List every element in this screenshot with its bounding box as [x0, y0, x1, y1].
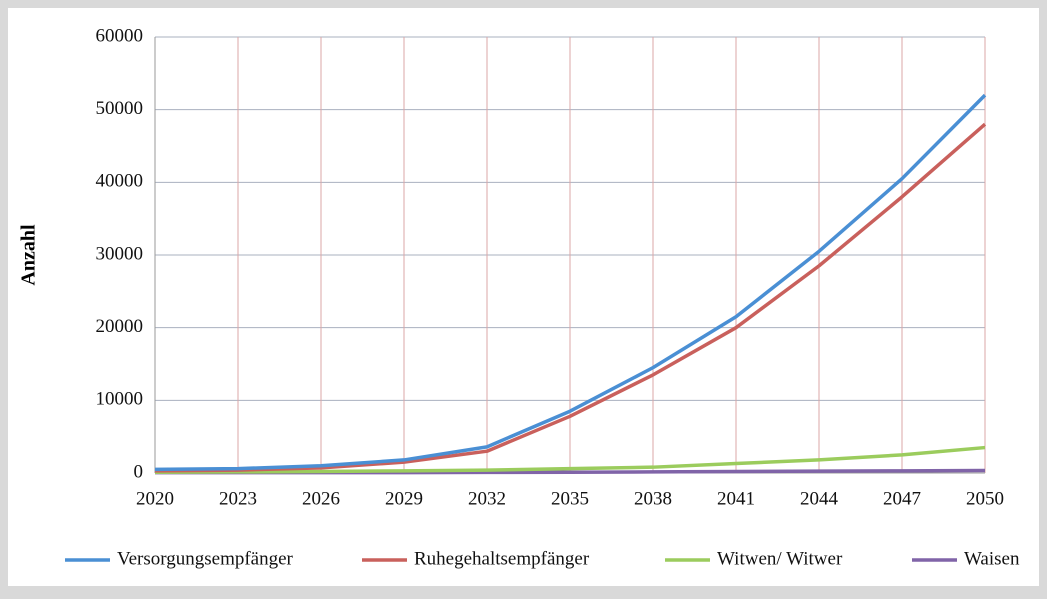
x-tick-label: 2035: [551, 488, 589, 509]
x-tick-label: 2026: [302, 488, 340, 509]
y-tick-label: 40000: [96, 171, 144, 192]
y-tick-label: 60000: [96, 25, 144, 46]
legend-label: Ruhegehaltsempfänger: [414, 548, 590, 569]
legend-label: Versorgungsempfänger: [117, 548, 294, 569]
series-line: [154, 122, 987, 473]
legend-label: Witwen/ Witwer: [717, 548, 843, 569]
x-tick-label: 2044: [800, 488, 839, 509]
y-tick-label: 30000: [96, 243, 144, 264]
y-tick-label: 0: [134, 461, 144, 482]
x-tick-label: 2020: [136, 488, 174, 509]
legend-label: Waisen: [964, 548, 1020, 569]
y-tick-label: 50000: [96, 98, 144, 119]
chart-panel: [8, 8, 1039, 586]
x-tick-label: 2029: [385, 488, 423, 509]
y-tick-label: 20000: [96, 316, 144, 337]
y-axis-label: Anzahl: [18, 224, 40, 286]
x-tick-label: 2050: [966, 488, 1004, 509]
x-tick-label: 2032: [468, 488, 506, 509]
series-line: [154, 445, 986, 475]
series-line: [154, 93, 987, 472]
y-tick-label: 10000: [96, 389, 144, 410]
x-tick-label: 2041: [717, 488, 755, 509]
x-tick-label: 2038: [634, 488, 672, 509]
x-tick-label: 2023: [219, 488, 257, 509]
x-tick-label: 2047: [883, 488, 921, 509]
